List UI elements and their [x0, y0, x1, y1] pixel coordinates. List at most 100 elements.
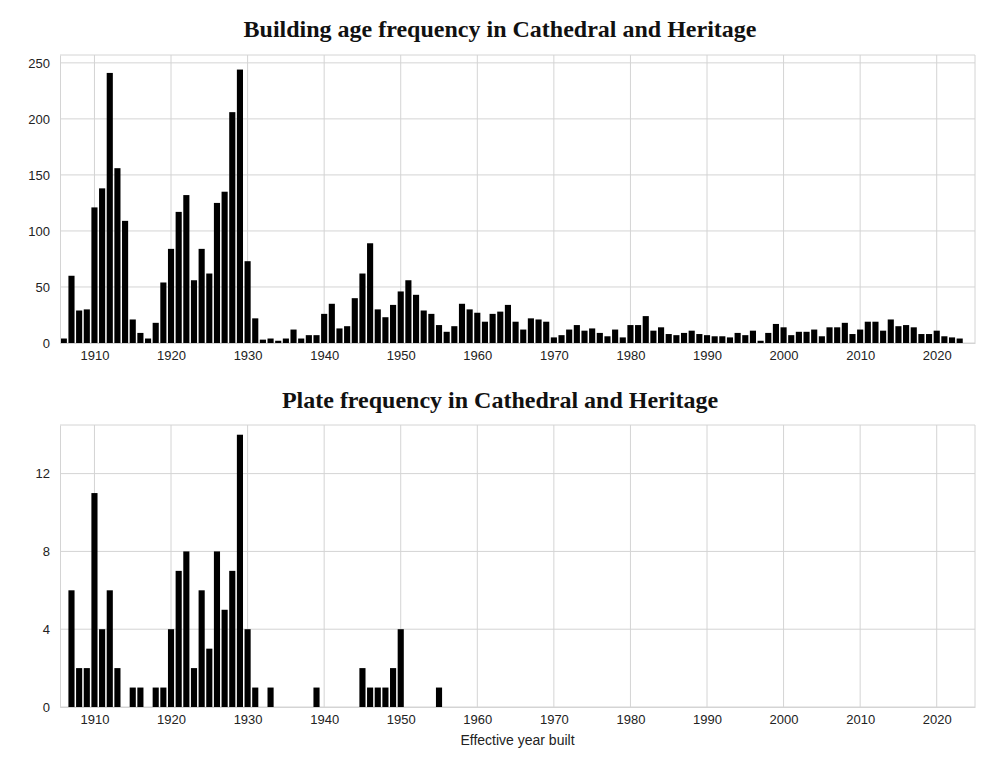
x-tick: 1940 — [310, 707, 339, 727]
bar — [857, 330, 863, 343]
bar — [359, 274, 365, 343]
bar — [880, 331, 886, 343]
x-tick-label: 1920 — [157, 712, 186, 727]
x-tick: 1990 — [693, 343, 722, 363]
bar — [252, 688, 258, 707]
bar — [298, 339, 304, 343]
bar — [773, 324, 779, 343]
x-tick-label: 1970 — [540, 712, 569, 727]
x-tick-label: 1910 — [80, 712, 109, 727]
x-tick: 1980 — [616, 707, 645, 727]
x-tick: 1970 — [540, 343, 569, 363]
bar — [260, 340, 266, 343]
x-tick: 2010 — [846, 343, 875, 363]
y-tick: 200 — [28, 112, 60, 127]
bar — [405, 280, 411, 343]
bar — [719, 336, 725, 343]
bar — [398, 629, 404, 707]
bar — [290, 330, 296, 343]
x-tick: 1940 — [310, 343, 339, 363]
bar — [444, 332, 450, 343]
bars — [61, 70, 963, 343]
bar — [941, 336, 947, 343]
bar — [803, 332, 809, 343]
bar — [513, 322, 519, 343]
bar — [199, 249, 205, 343]
grid-line-y — [60, 174, 975, 175]
bar — [796, 332, 802, 343]
bar — [76, 311, 82, 343]
bar — [650, 331, 656, 343]
bar — [467, 309, 473, 343]
bar — [91, 207, 97, 343]
x-tick: 1960 — [463, 343, 492, 363]
bar — [627, 325, 633, 343]
bar — [329, 304, 335, 343]
bar — [245, 261, 251, 343]
y-tick-label: 4 — [43, 622, 50, 637]
bar — [344, 326, 350, 343]
y-axis: 04812 — [36, 426, 61, 715]
bar — [321, 314, 327, 343]
chart-title: Plate frequency in Cathedral and Heritag… — [282, 387, 719, 413]
bar — [313, 335, 319, 343]
x-tick-label: 2000 — [770, 348, 799, 363]
x-tick: 1920 — [157, 343, 186, 363]
bar — [957, 339, 963, 343]
frame-top — [60, 55, 975, 56]
x-tick-label: 1930 — [234, 348, 263, 363]
bar — [505, 305, 511, 343]
grid-line-y — [60, 629, 975, 630]
y-tick-label: 8 — [43, 544, 50, 559]
bar — [589, 328, 595, 343]
grid — [60, 55, 975, 343]
bar — [252, 318, 258, 343]
grid-line-x — [477, 55, 478, 343]
y-tick: 250 — [28, 56, 60, 71]
x-tick-label: 1960 — [463, 712, 492, 727]
grid-line-x — [860, 425, 861, 707]
bar — [168, 249, 174, 343]
x-tick-label: 1960 — [463, 348, 492, 363]
bar — [153, 323, 159, 343]
y-tick-label: 200 — [28, 112, 50, 127]
x-tick-label: 2010 — [846, 712, 875, 727]
bar — [535, 319, 541, 343]
y-tick-label: 150 — [28, 168, 50, 183]
bar — [306, 335, 312, 343]
bar — [428, 314, 434, 343]
bar — [658, 327, 664, 343]
x-tick: 1910 — [80, 343, 109, 363]
y-tick: 100 — [28, 224, 60, 239]
x-tick-label: 1940 — [310, 712, 339, 727]
bar — [712, 336, 718, 343]
bar — [497, 312, 503, 343]
bar — [451, 326, 457, 343]
y-tick: 8 — [43, 544, 60, 559]
y-tick-label: 250 — [28, 56, 50, 71]
x-tick-label: 1970 — [540, 348, 569, 363]
bar — [84, 668, 90, 707]
x-tick: 2020 — [923, 707, 952, 727]
x-tick: 1930 — [234, 707, 263, 727]
bar — [313, 688, 319, 707]
bar — [436, 688, 442, 707]
bar — [459, 304, 465, 343]
bar — [191, 280, 197, 343]
y-tick: 150 — [28, 168, 60, 183]
y-tick-label: 50 — [36, 280, 50, 295]
x-tick-label: 1910 — [80, 348, 109, 363]
bar — [788, 335, 794, 343]
x-tick: 2020 — [923, 343, 952, 363]
bar — [367, 688, 373, 707]
bar — [566, 330, 572, 343]
bar — [99, 629, 105, 707]
grid-line-x — [324, 425, 325, 707]
bar — [398, 291, 404, 343]
bar — [872, 322, 878, 343]
bar — [375, 309, 381, 343]
bar — [199, 590, 205, 707]
bar — [781, 327, 787, 343]
grid-line-x — [707, 55, 708, 343]
bar — [735, 333, 741, 343]
